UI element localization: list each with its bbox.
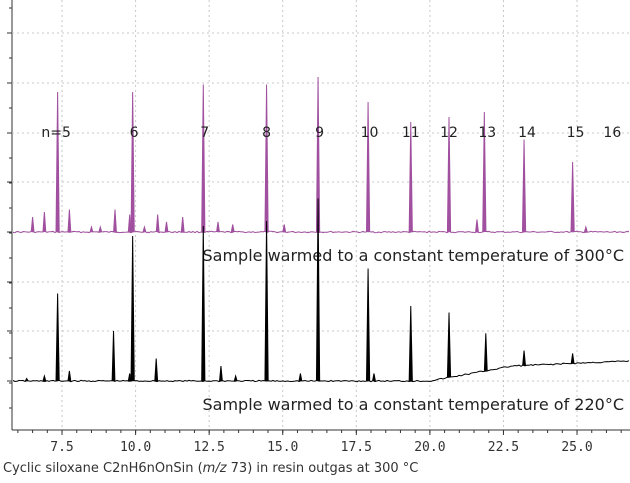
x-tick-label: 7.5: [50, 440, 73, 455]
chromatogram-peak: [130, 235, 135, 382]
chromatogram-peak: [233, 374, 238, 382]
chromatogram-peak: [111, 330, 116, 382]
peak-annotation: 8: [262, 125, 271, 141]
peak-annotation: 16: [603, 125, 621, 141]
caption-text-start: Cyclic siloxane C2nH6nOnSin (: [3, 461, 203, 476]
figure-caption: Cyclic siloxane C2nH6nOnSin (m/z 73) in …: [3, 461, 418, 476]
chromatogram-peak: [67, 209, 72, 233]
chromatogram-peak: [264, 84, 269, 233]
chromatogram-peak: [219, 365, 223, 382]
x-tick-label: 12.5: [194, 440, 225, 455]
chromatogram-peak: [264, 220, 269, 382]
series-group: [12, 76, 629, 234]
caption-text-end: 73) in resin outgas at 300 °C: [226, 461, 419, 476]
x-tick-label: 22.5: [488, 440, 519, 455]
x-tick-label: 17.5: [341, 440, 372, 455]
peak-annotation: n=5: [41, 125, 71, 141]
chromatogram-peak: [55, 293, 60, 382]
x-tick-label: 25.0: [561, 440, 592, 455]
peak-annotation: 13: [478, 125, 496, 141]
chromatogram-peak: [446, 116, 452, 233]
series-baseline: [12, 230, 629, 234]
chromatogram-peak: [24, 377, 29, 382]
chromatogram-peak: [42, 374, 47, 382]
chromatogram-peak: [130, 91, 135, 233]
chromatogram-peak: [180, 216, 185, 233]
chromatogram-peak: [67, 370, 72, 382]
chromatogram-peak: [315, 76, 321, 233]
chromatogram-peak: [475, 219, 479, 233]
chromatogram-peak: [282, 224, 287, 233]
chromatogram-peak: [216, 221, 220, 233]
peak-annotation: 7: [200, 125, 209, 141]
peak-annotation: 15: [567, 125, 585, 141]
chromatogram-peak: [42, 211, 47, 233]
chromatogram-peak: [408, 121, 413, 233]
chromatogram-peak: [201, 225, 206, 382]
peak-annotation: 11: [402, 125, 420, 141]
caption-italic-mz: m/z: [202, 461, 227, 476]
chromatogram-peak: [365, 268, 371, 382]
chromatogram-peak: [446, 312, 452, 378]
chromatogram-peak: [482, 111, 487, 233]
chromatogram-peak: [155, 214, 160, 233]
chromatogram-peak: [372, 373, 376, 382]
series-group: [12, 198, 630, 383]
chromatogram-peak: [522, 350, 526, 366]
chromatogram-peak: [521, 139, 527, 233]
x-tick-label: 15.0: [267, 440, 298, 455]
chromatogram-peak: [55, 91, 60, 233]
peak-annotation: 6: [130, 125, 139, 141]
chromatogram-peak: [30, 216, 35, 233]
chromatogram-peak: [164, 221, 169, 233]
x-tick-label: 20.0: [414, 440, 445, 455]
chromatogram-peak: [113, 209, 117, 233]
chromatogram-peak: [570, 161, 575, 233]
chromatogram-peak: [201, 84, 206, 233]
peak-annotation: 14: [518, 125, 536, 141]
chromatogram-peak: [98, 225, 103, 233]
peak-annotation: 12: [440, 125, 458, 141]
series-label: Sample warmed to a constant temperature …: [203, 246, 625, 265]
chromatogram-peak: [408, 305, 413, 382]
chromatogram-peak: [230, 224, 235, 233]
chromatogram-peak: [142, 225, 147, 233]
chromatogram-peak: [315, 198, 321, 382]
chromatogram-peak: [483, 333, 488, 371]
chromatogram-peak: [365, 101, 371, 233]
chromatogram-peak: [583, 225, 588, 233]
series-baseline: [12, 360, 630, 383]
peak-annotation: 10: [361, 125, 379, 141]
chromatogram-peak: [298, 373, 303, 382]
peak-annotation: 9: [315, 125, 324, 141]
chromatogram-peak: [89, 225, 94, 233]
chromatogram-peak: [570, 353, 575, 364]
chromatogram-peak: [154, 358, 159, 382]
x-tick-label: 10.0: [120, 440, 151, 455]
series-label: Sample warmed to a constant temperature …: [203, 395, 625, 414]
